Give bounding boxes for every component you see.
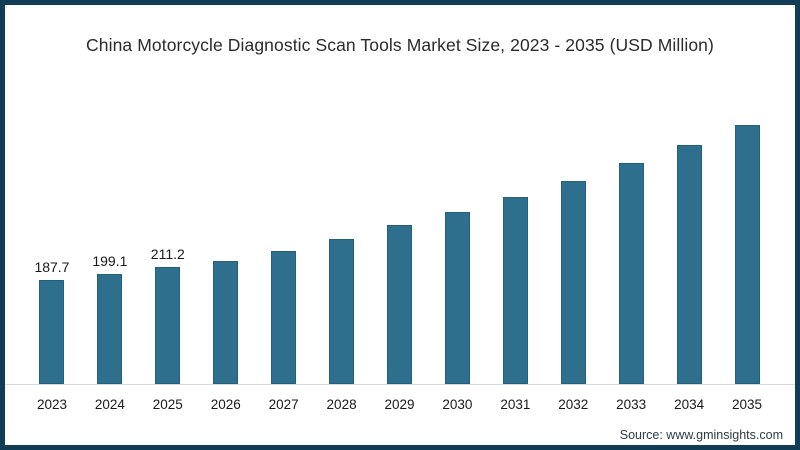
x-axis-tick-label: 2023 bbox=[36, 397, 67, 412]
x-axis-tick-label: 2025 bbox=[152, 397, 183, 412]
bar-cell-2031 bbox=[486, 84, 544, 384]
bar-2035 bbox=[734, 125, 760, 384]
bar-2032 bbox=[560, 181, 586, 384]
bar-2029 bbox=[386, 225, 412, 384]
bar-2027 bbox=[271, 250, 297, 384]
x-axis-tick-label: 2027 bbox=[268, 397, 299, 412]
x-axis-tick-label: 2031 bbox=[500, 397, 531, 412]
bar-cell-2028 bbox=[313, 84, 371, 384]
bar-cell-2023: 187.7 bbox=[23, 84, 81, 384]
bar-cell-2026 bbox=[197, 84, 255, 384]
bar-cell-2024: 199.1 bbox=[81, 84, 139, 384]
x-axis-tick-label: 2032 bbox=[558, 397, 589, 412]
x-axis-tick-label: 2028 bbox=[326, 397, 357, 412]
bar-cell-2027 bbox=[255, 84, 313, 384]
bar-cell-2029 bbox=[371, 84, 429, 384]
x-axis-line bbox=[5, 384, 795, 385]
bar-cell-2032 bbox=[544, 84, 602, 384]
bar-cell-2033 bbox=[602, 84, 660, 384]
x-axis-tick-label: 2029 bbox=[384, 397, 415, 412]
bar-2024 bbox=[97, 273, 123, 384]
chart-title: China Motorcycle Diagnostic Scan Tools M… bbox=[86, 35, 714, 55]
bar-2033 bbox=[618, 162, 644, 384]
bar-2031 bbox=[502, 196, 528, 384]
bar-value-label: 187.7 bbox=[34, 259, 70, 276]
bar-value-label: 199.1 bbox=[92, 252, 128, 269]
bar-cell-2035 bbox=[718, 84, 776, 384]
bar-2028 bbox=[329, 238, 355, 384]
bar-value-label: 211.2 bbox=[150, 246, 185, 263]
x-axis-tick-label: 2033 bbox=[616, 397, 647, 412]
bar-2023 bbox=[39, 280, 65, 384]
x-axis-tick-label: 2035 bbox=[732, 397, 763, 412]
x-axis-tick-label: 2034 bbox=[674, 397, 705, 412]
bar-2025 bbox=[155, 267, 181, 384]
source-credit: Source: www.gminsights.com bbox=[619, 428, 783, 442]
bar-cell-2030 bbox=[428, 84, 486, 384]
bar-2034 bbox=[676, 145, 702, 384]
bar-cell-2034 bbox=[660, 84, 718, 384]
bar-2026 bbox=[213, 261, 239, 384]
bar-cell-2025: 211.2 bbox=[139, 84, 197, 384]
bar-plot-area: 187.7 199.1 211.2 bbox=[23, 84, 776, 384]
x-axis-labels: 2023 2024 2025 2026 2027 2028 2029 2030 2031 2032… bbox=[23, 397, 776, 415]
x-axis-tick-label: 2024 bbox=[94, 397, 125, 412]
bar-2030 bbox=[444, 212, 470, 384]
x-axis-tick-label: 2026 bbox=[210, 397, 241, 412]
x-axis-tick-label: 2030 bbox=[442, 397, 473, 412]
